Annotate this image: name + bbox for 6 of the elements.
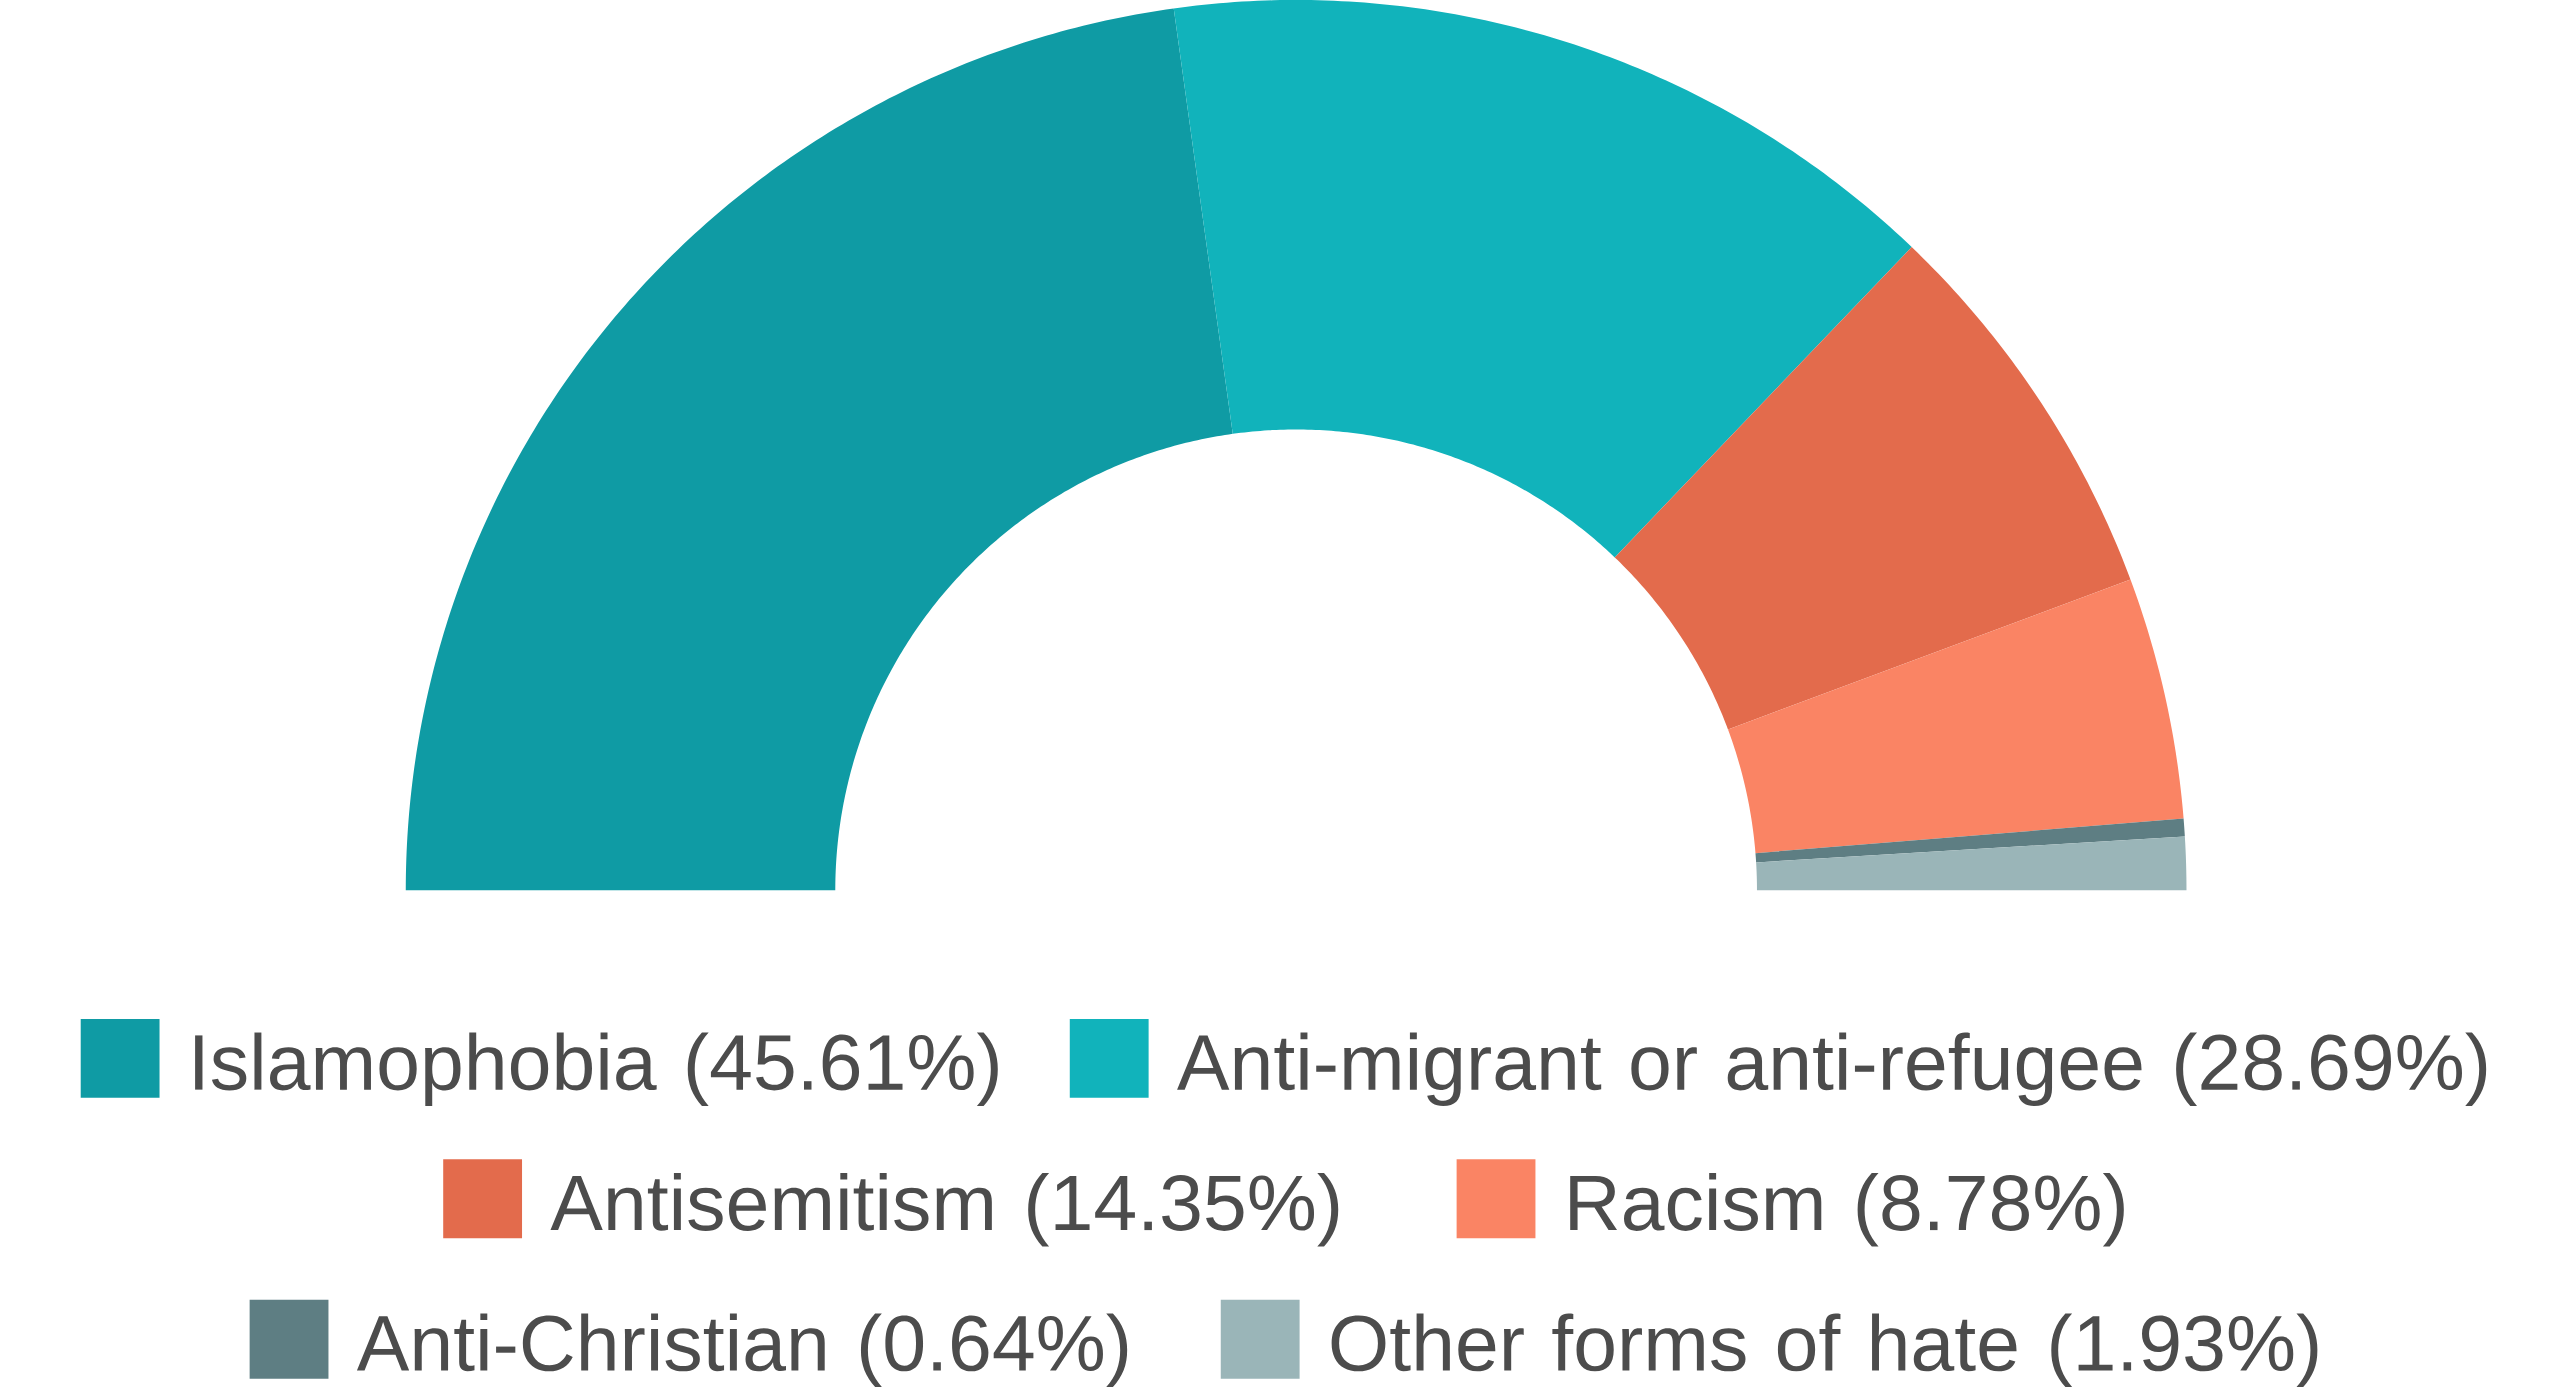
legend-label: Anti-migrant or anti-refugee (28.69%) (1177, 1032, 2487, 1107)
legend-label: Islamophobia (45.61%) (195, 1032, 998, 1107)
legend-label: Anti-Christian (0.64%) (356, 1313, 1128, 1387)
legend-label: Antisemitism (14.35%) (550, 1173, 1339, 1247)
legend-label: Other forms of hate (1.93%) (1331, 1313, 2318, 1387)
legend-label: Racism (8.78%) (1570, 1173, 2124, 1247)
